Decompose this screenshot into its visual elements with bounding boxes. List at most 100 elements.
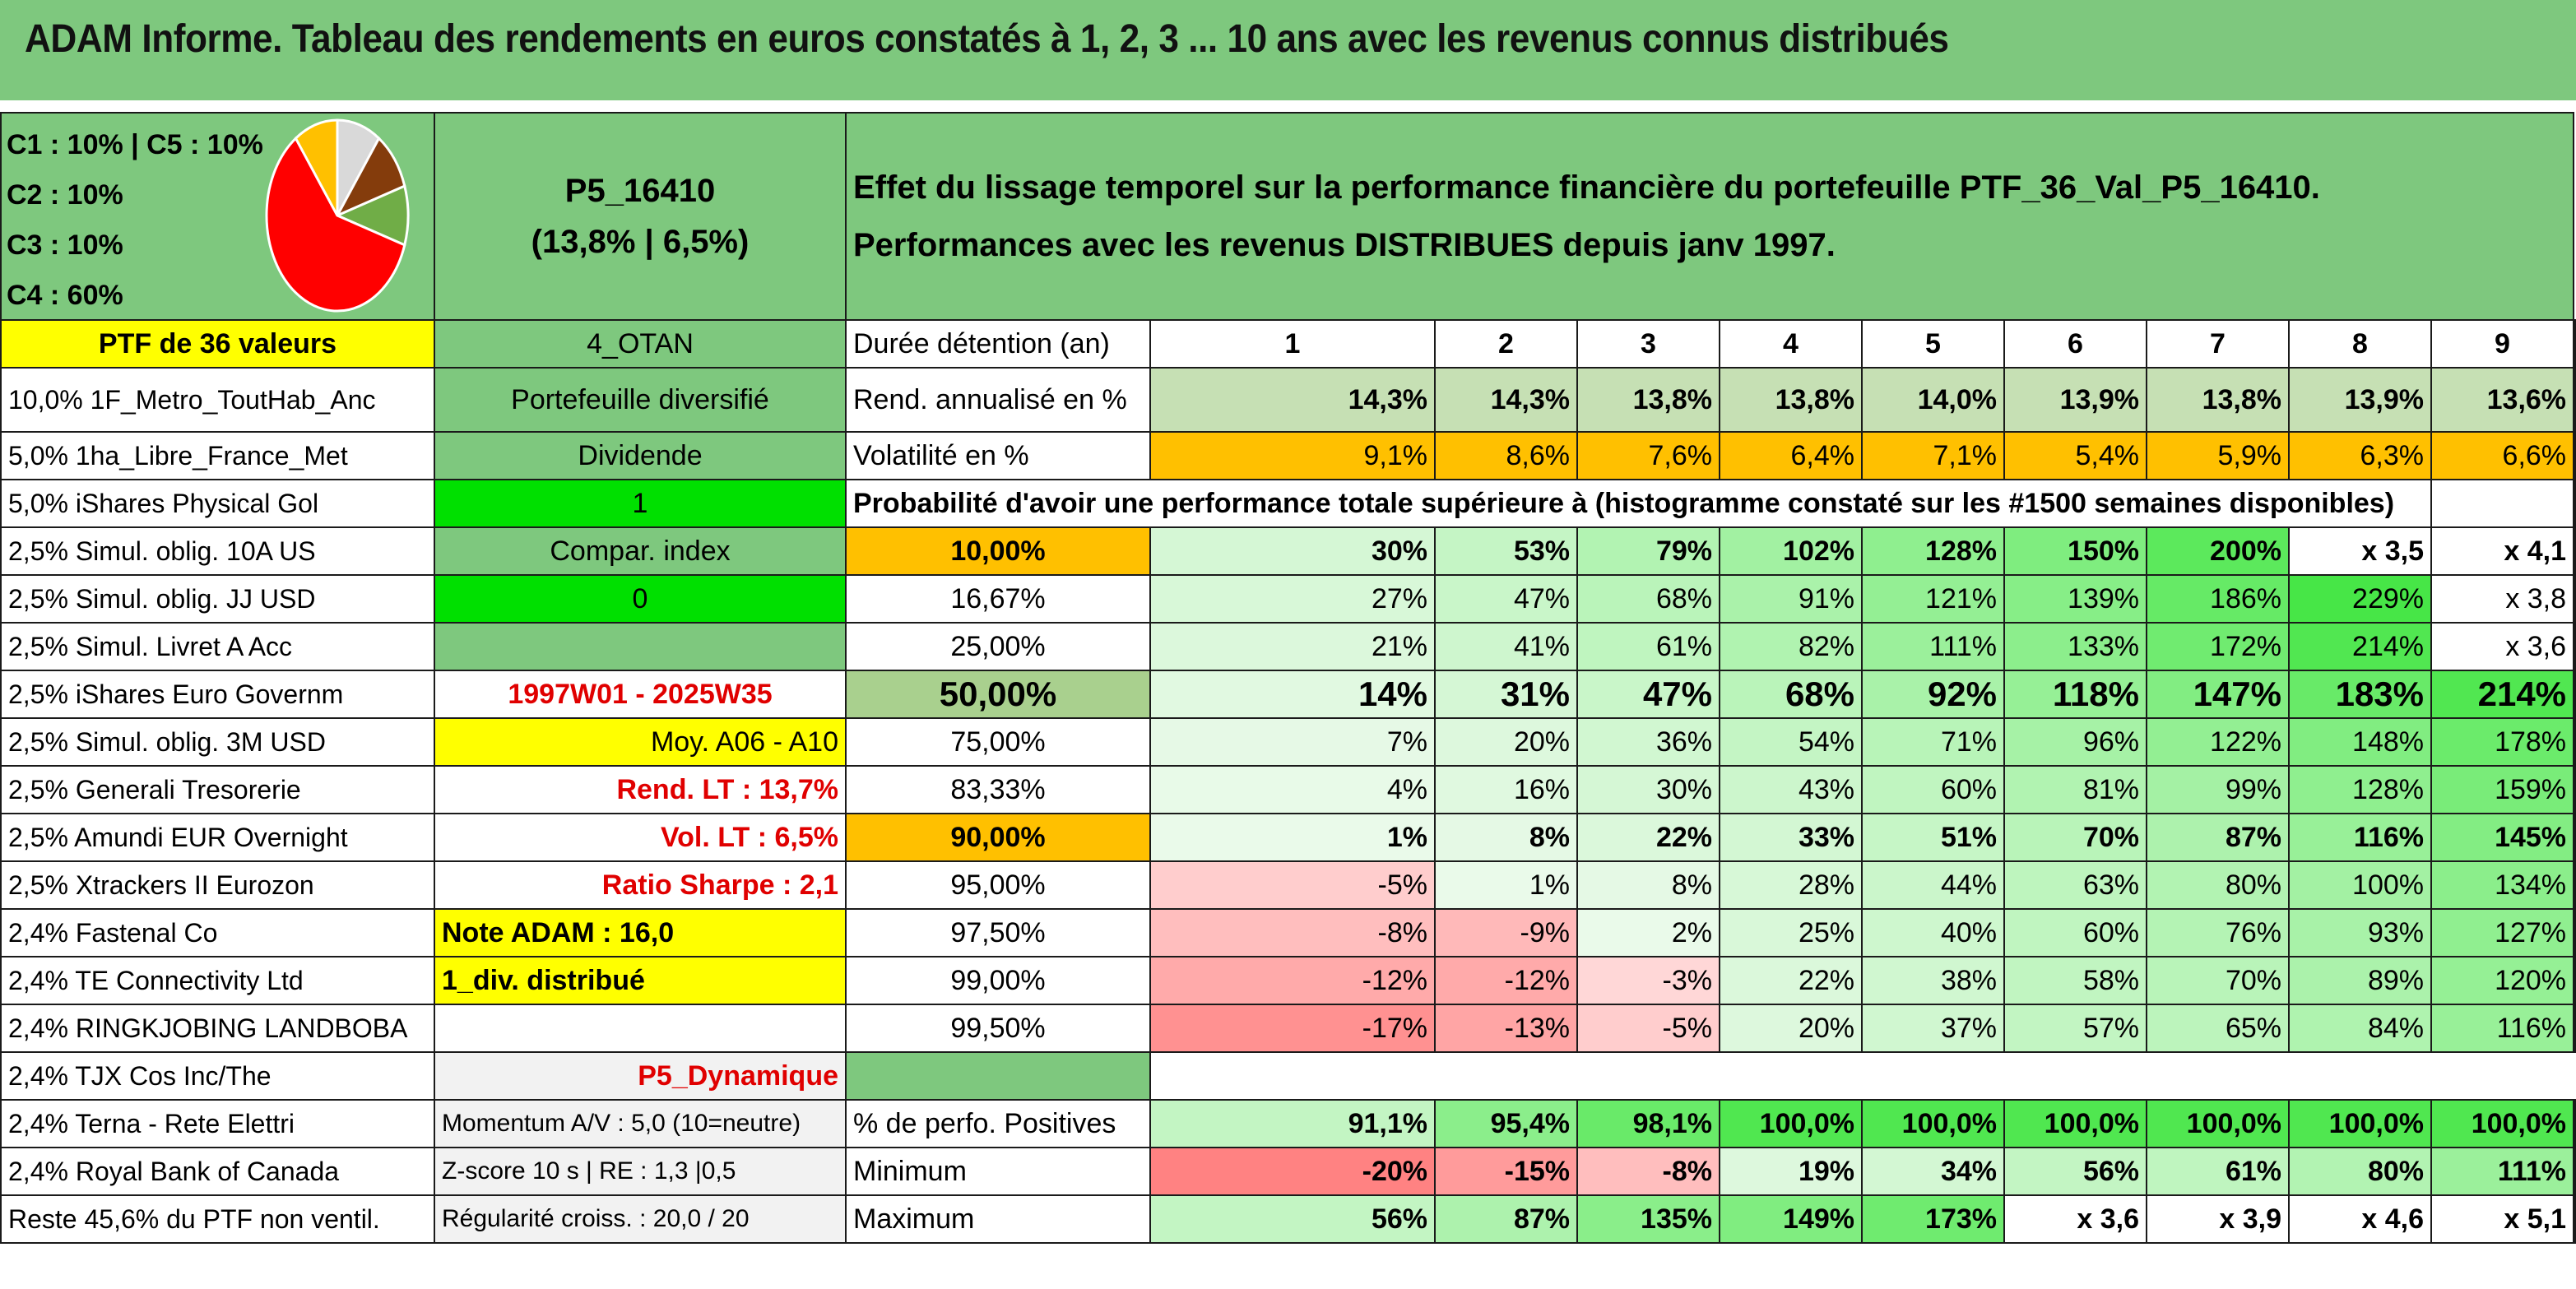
prob-value: 148% bbox=[2288, 717, 2432, 767]
min-value: 34% bbox=[1861, 1147, 2005, 1196]
title-separator bbox=[0, 100, 2576, 112]
vol-value: 6,4% bbox=[1719, 431, 1863, 480]
note-cell: Note ADAM : 16,0 bbox=[434, 908, 847, 957]
probability-row: 2,4% TE Connectivity Ltd 1_div. distribué… bbox=[0, 956, 2576, 1005]
prob-value: 139% bbox=[2003, 574, 2147, 624]
prob-threshold: 99,00% bbox=[845, 956, 1151, 1005]
prob-value: 79% bbox=[1576, 526, 1720, 576]
prob-value: 147% bbox=[2573, 956, 2576, 1005]
prob-value: -13% bbox=[1434, 1004, 1578, 1053]
momentum-cell: Momentum A/V : 5,0 (10=neutre) bbox=[434, 1099, 847, 1148]
ptf-label: PTF de 36 valeurs bbox=[0, 319, 435, 369]
year-header: 5 bbox=[1861, 319, 2005, 369]
rend-value: 13,6% bbox=[2430, 367, 2575, 433]
prob-value: 120% bbox=[2430, 956, 2575, 1005]
prob-value: 146% bbox=[2573, 1004, 2576, 1053]
prob-value: 4% bbox=[1149, 765, 1436, 814]
prob-value: 200% bbox=[2573, 717, 2576, 767]
prob-value: 1% bbox=[1434, 860, 1578, 910]
year-header: 7 bbox=[2146, 319, 2290, 369]
prob-threshold: 83,33% bbox=[845, 765, 1151, 814]
allocation-pie-chart bbox=[265, 118, 410, 313]
prob-threshold: 97,50% bbox=[845, 908, 1151, 957]
prob-value: x 3,5 bbox=[2573, 670, 2576, 719]
alloc-label: C2 : 10% bbox=[7, 179, 123, 211]
empty-green-cell bbox=[434, 622, 847, 671]
max-value: 56% bbox=[1149, 1194, 1436, 1244]
prob-value: 87% bbox=[2146, 813, 2290, 862]
vol-value: 9,1% bbox=[1149, 431, 1436, 480]
prob-value: 27% bbox=[1149, 574, 1436, 624]
prob-value: 102% bbox=[1719, 526, 1863, 576]
pos-label: % de perfo. Positives bbox=[845, 1099, 1151, 1148]
prob-value: 147% bbox=[2146, 670, 2290, 719]
prob-threshold: 50,00% bbox=[845, 670, 1151, 719]
prob-value: 122% bbox=[2146, 717, 2290, 767]
prob-value: -5% bbox=[1149, 860, 1436, 910]
pie-slice bbox=[265, 136, 406, 313]
alloc-label: C3 : 10% bbox=[7, 230, 123, 261]
vol-value: 8,0% bbox=[2573, 431, 2576, 480]
max-value: 135% bbox=[1576, 1194, 1720, 1244]
prob-value: 229% bbox=[2288, 574, 2432, 624]
prob-value: 100% bbox=[2288, 860, 2432, 910]
probability-header-row: 5,0% iShares Physical Gol 1 Probabilité d'… bbox=[0, 479, 2576, 528]
description-cell: Effet du lissage temporel sur la perform… bbox=[844, 112, 2575, 321]
prob-value: 20% bbox=[1434, 717, 1578, 767]
prob-value: 91% bbox=[1719, 574, 1863, 624]
allocation-cell: C1 : 10% | C5 : 10% C2 : 10% C3 : 10% C4… bbox=[0, 112, 435, 321]
prob-value: 172% bbox=[2146, 622, 2290, 671]
vol-lt-cell: Vol. LT : 6,5% bbox=[434, 813, 847, 862]
holding-name: 5,0% iShares Physical Gol bbox=[0, 479, 435, 528]
probability-row: 2,5% Xtrackers II Eurozon Ratio Sharpe : … bbox=[0, 860, 2576, 910]
rend-value: 13,9% bbox=[2288, 367, 2432, 433]
year-header: 6 bbox=[2003, 319, 2147, 369]
prob-value: 186% bbox=[2573, 765, 2576, 814]
prob-value: 47% bbox=[1576, 670, 1720, 719]
prob-value: 25% bbox=[1719, 908, 1863, 957]
prob-value: x 3,5 bbox=[2288, 526, 2432, 576]
year-header: 8 bbox=[2288, 319, 2432, 369]
prob-value: 96% bbox=[2003, 717, 2147, 767]
prob-value: 154% bbox=[2573, 908, 2576, 957]
prob-value: -5% bbox=[1576, 1004, 1720, 1053]
vol-value: 8,6% bbox=[1434, 431, 1578, 480]
report-body: C1 : 10% | C5 : 10% C2 : 10% C3 : 10% C4… bbox=[0, 112, 2576, 1244]
portfolio-code: P5_16410 bbox=[564, 173, 716, 209]
prob-value: 127% bbox=[2430, 908, 2575, 957]
zscore-cell: Z-score 10 s | RE : 1,3 |0,5 bbox=[434, 1147, 847, 1196]
prob-value: 33% bbox=[1719, 813, 1863, 862]
prob-value: 54% bbox=[1719, 717, 1863, 767]
holding-name: 2,5% Simul. oblig. 3M USD bbox=[0, 717, 435, 767]
prob-value: 116% bbox=[2430, 1004, 2575, 1053]
probability-row: 2,5% iShares Euro Governm 1997W01 - 2025W… bbox=[0, 670, 2576, 719]
regularite-cell: Régularité croiss. : 20,0 / 20 bbox=[434, 1194, 847, 1244]
min-value: 142% bbox=[2573, 1147, 2576, 1196]
dividende-cell: Dividende bbox=[434, 431, 847, 480]
prob-value: x 3,8 bbox=[2430, 574, 2575, 624]
empty-cell bbox=[2573, 479, 2576, 528]
prob-value: 2% bbox=[1576, 908, 1720, 957]
year-header: 9 bbox=[2430, 319, 2575, 369]
max-value: 87% bbox=[1434, 1194, 1578, 1244]
page-title: ADAM Informe. Tableau des rendements en … bbox=[25, 17, 1949, 61]
prob-value: 82% bbox=[1719, 622, 1863, 671]
prob-value: 81% bbox=[2003, 765, 2147, 814]
vol-label: Volatilité en % bbox=[845, 431, 1151, 480]
max-value: x 3,9 bbox=[2146, 1194, 2290, 1244]
prob-value: 41% bbox=[1434, 622, 1578, 671]
prob-value: 31% bbox=[1434, 670, 1578, 719]
prob-value: x 3,6 bbox=[2430, 622, 2575, 671]
pos-value: 100,0% bbox=[2288, 1099, 2432, 1148]
year-header: 3 bbox=[1576, 319, 1720, 369]
prob-value: 70% bbox=[2146, 956, 2290, 1005]
portefeuille-cell: Portefeuille diversifié bbox=[434, 367, 847, 433]
pos-value: 100,0% bbox=[2573, 1099, 2576, 1148]
maximum-row: Reste 45,6% du PTF non ventil. Régularité… bbox=[0, 1194, 2576, 1244]
div-cell: 1_div. distribué bbox=[434, 956, 847, 1005]
prob-value: -12% bbox=[1434, 956, 1578, 1005]
prob-value: 71% bbox=[1861, 717, 2005, 767]
prob-value: x 4,4 bbox=[2573, 574, 2576, 624]
prob-value: 47% bbox=[1434, 574, 1578, 624]
prob-value: -9% bbox=[1434, 908, 1578, 957]
